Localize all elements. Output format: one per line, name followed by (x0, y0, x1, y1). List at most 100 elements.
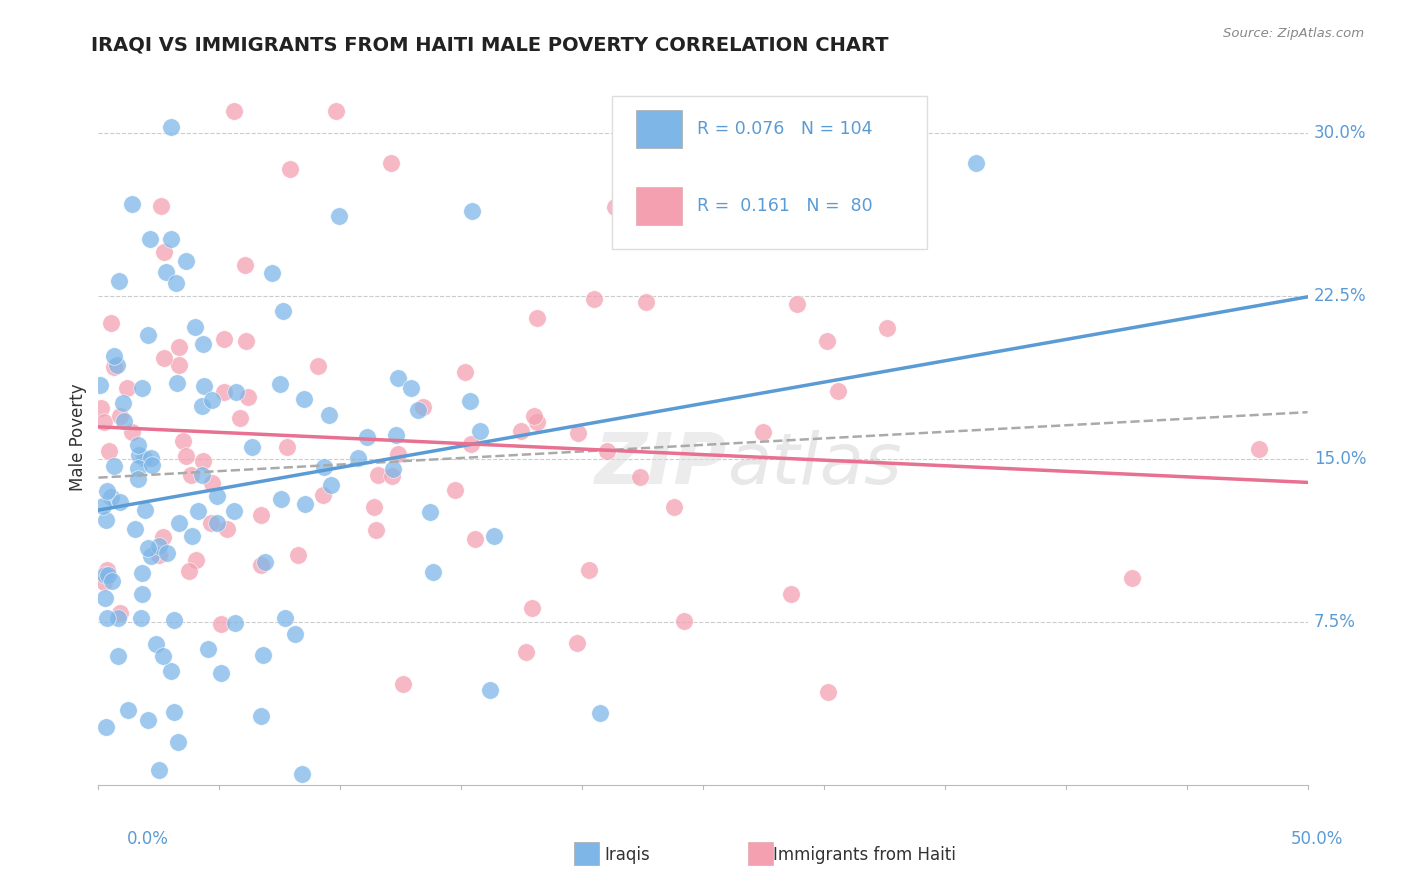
Point (162, 613, 184, 627)
Point (103, 349, 125, 363)
Point (94, 568, 117, 582)
Point (1121, 570, 1143, 584)
Point (515, 645, 537, 659)
Text: 0.0%: 0.0% (127, 830, 169, 847)
Point (183, 320, 205, 334)
Point (205, 516, 228, 530)
Point (152, 648, 174, 663)
Point (460, 437, 482, 451)
Point (294, 497, 316, 511)
Point (254, 555, 277, 569)
Point (827, 384, 849, 399)
Point (252, 648, 274, 662)
Point (779, 587, 801, 601)
Point (589, 706, 612, 721)
Point (100, 316, 122, 330)
Point (222, 504, 245, 518)
Point (200, 516, 222, 530)
Point (112, 396, 135, 410)
Point (269, 376, 291, 391)
Point (478, 683, 501, 698)
Text: R =  0.161   N =  80: R = 0.161 N = 80 (697, 197, 873, 215)
Point (180, 468, 202, 483)
Text: 7.5%: 7.5% (1313, 613, 1355, 631)
Point (209, 665, 232, 680)
Point (187, 504, 209, 518)
Point (177, 564, 200, 578)
Point (94, 720, 117, 734)
Text: 50.0%: 50.0% (1291, 830, 1343, 847)
Point (273, 303, 295, 318)
Point (412, 400, 434, 414)
Point (145, 637, 167, 651)
Text: Immigrants from Haiti: Immigrants from Haiti (773, 846, 956, 863)
Text: Iraqis: Iraqis (605, 846, 651, 863)
Text: R = 0.076   N = 104: R = 0.076 N = 104 (697, 120, 873, 138)
Point (101, 574, 124, 588)
Point (148, 763, 170, 777)
Point (464, 532, 486, 546)
Point (141, 458, 163, 473)
Point (262, 266, 284, 280)
Point (280, 161, 302, 176)
Point (209, 616, 232, 631)
Point (117, 703, 139, 717)
Point (484, 529, 506, 543)
Point (312, 488, 335, 502)
Point (380, 155, 402, 169)
Point (233, 258, 256, 272)
Point (134, 450, 156, 465)
Point (163, 705, 186, 719)
Point (134, 503, 156, 517)
Point (184, 552, 207, 566)
Y-axis label: Male Poverty: Male Poverty (69, 384, 87, 491)
Point (461, 204, 484, 219)
Point (965, 156, 987, 170)
Point (193, 454, 215, 468)
Point (93, 575, 115, 590)
Point (526, 415, 548, 429)
Point (567, 636, 589, 650)
Text: IRAQI VS IMMIGRANTS FROM HAITI MALE POVERTY CORRELATION CHART: IRAQI VS IMMIGRANTS FROM HAITI MALE POVE… (91, 36, 889, 54)
Point (160, 232, 183, 246)
Point (270, 491, 292, 506)
Point (96, 611, 118, 625)
Point (160, 664, 183, 678)
Point (422, 566, 444, 580)
Point (136, 327, 159, 342)
Point (149, 199, 172, 213)
Point (191, 399, 214, 413)
Point (100, 490, 122, 504)
Point (250, 709, 273, 723)
Point (108, 409, 131, 424)
Point (108, 606, 131, 620)
Point (786, 297, 808, 311)
Point (205, 489, 228, 503)
Point (364, 524, 387, 538)
Point (103, 459, 125, 474)
Point (307, 359, 329, 374)
Point (240, 441, 263, 455)
Point (139, 450, 162, 465)
Point (222, 103, 245, 118)
Point (318, 408, 340, 422)
Point (152, 530, 174, 544)
Point (167, 734, 190, 748)
Point (129, 611, 152, 625)
Point (1249, 442, 1271, 457)
Point (167, 340, 190, 354)
Bar (637, 110, 682, 148)
Point (363, 500, 385, 515)
Point (356, 430, 378, 444)
Point (523, 409, 546, 423)
Point (131, 381, 153, 395)
Point (470, 424, 492, 438)
Point (138, 232, 160, 246)
FancyBboxPatch shape (613, 96, 927, 249)
Point (567, 425, 589, 440)
Text: 22.5%: 22.5% (1313, 286, 1367, 305)
Point (97, 567, 120, 582)
Point (235, 334, 257, 348)
Point (153, 351, 176, 366)
Point (250, 558, 273, 572)
